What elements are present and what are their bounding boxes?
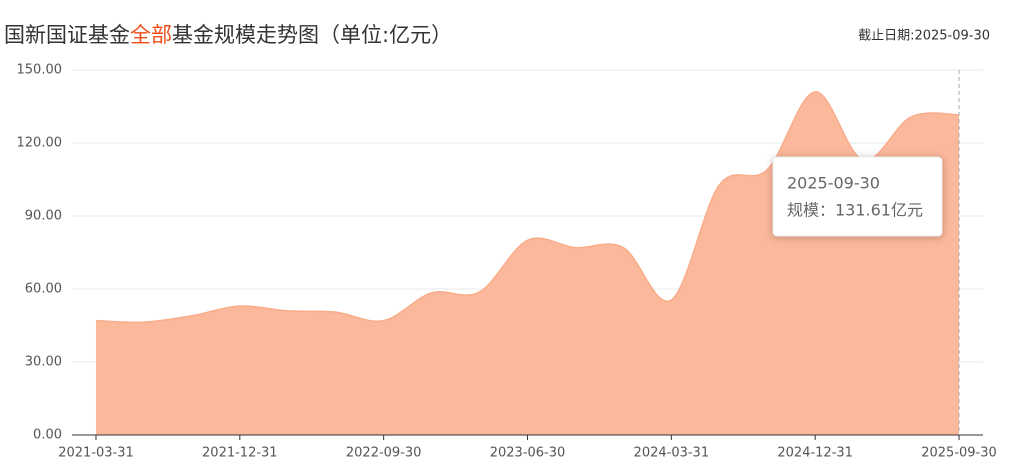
y-tick-label: 0.00 <box>33 428 62 443</box>
y-tick-label: 120.00 <box>17 136 63 151</box>
y-tick-label: 90.00 <box>25 209 62 224</box>
subtitle: 截止日期:2025-09-30 <box>858 29 990 44</box>
x-tick-label: 2024-03-31 <box>634 446 710 461</box>
y-tick-label: 150.00 <box>17 63 63 78</box>
chart-title: 国新国证基金全部基金规模走势图（单位:亿元） <box>4 23 452 47</box>
tooltip-title: 2025-09-30 <box>787 174 880 193</box>
y-tick-label: 30.00 <box>25 355 62 370</box>
title-highlight: 全部 <box>130 23 172 47</box>
x-tick-label: 2022-09-30 <box>346 446 422 461</box>
x-tick-label: 2024-12-31 <box>777 446 853 461</box>
x-tick-label: 2021-03-31 <box>58 446 134 461</box>
x-tick-label: 2023-06-30 <box>490 446 566 461</box>
line <box>95 91 960 324</box>
y-tick-label: 60.00 <box>25 282 62 297</box>
tooltip-text: 规模：131.61亿元 <box>787 201 923 220</box>
title-part: 国新国证基金 <box>4 23 130 47</box>
x-tick-label: 2021-12-31 <box>202 446 278 461</box>
title-part: 基金规模走势图（单位:亿元） <box>172 23 452 47</box>
x-tick-label: 2025-09-30 <box>921 446 997 461</box>
tooltip-box <box>772 156 943 237</box>
area <box>95 91 960 436</box>
